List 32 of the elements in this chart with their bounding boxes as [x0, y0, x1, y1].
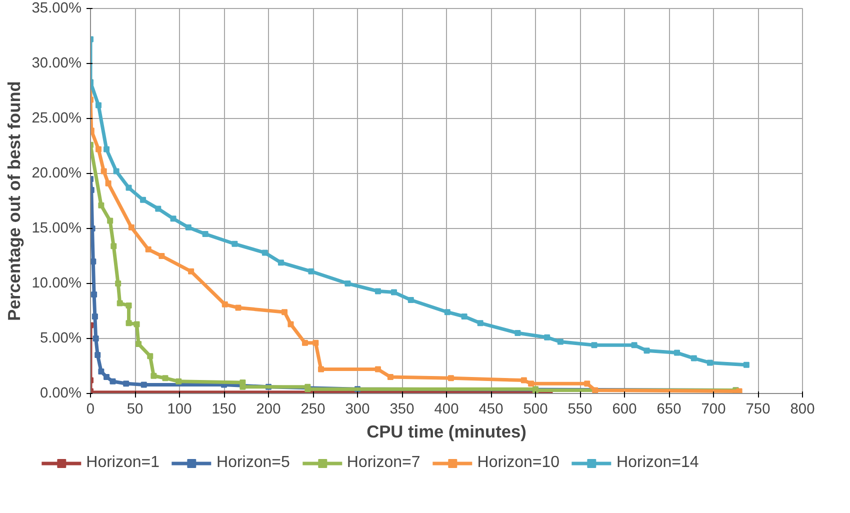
y-tick-label: 25.00% — [32, 110, 82, 126]
y-axis-title: Percentage out of best found — [4, 81, 24, 321]
x-tick-label: 350 — [390, 402, 414, 418]
y-tick-label: 15.00% — [32, 220, 82, 236]
x-tick-label: 250 — [300, 402, 326, 418]
y-tick-label: 20.00% — [32, 166, 82, 182]
x-tick-label: 550 — [568, 402, 592, 418]
x-tick-label: 50 — [126, 402, 144, 418]
x-tick-label: 100 — [167, 402, 192, 418]
x-tick-label: 650 — [656, 402, 682, 418]
x-tick-label: 700 — [701, 402, 726, 418]
y-tick-label: 30.00% — [32, 56, 82, 72]
legend-label: Horizon=7 — [346, 454, 420, 472]
x-tick-label: 150 — [212, 402, 236, 418]
legend-label: Horizon=10 — [477, 454, 560, 472]
legend-label: Horizon=14 — [616, 454, 699, 472]
x-tick-label: 200 — [256, 402, 281, 418]
y-tick-label: 0.00% — [40, 386, 82, 402]
x-tick-label: 0 — [86, 402, 95, 418]
x-axis-title: CPU time (minutes) — [366, 422, 526, 442]
x-tick-label: 300 — [345, 402, 370, 418]
x-tick-label: 600 — [612, 402, 637, 418]
legend-label: Horizon=5 — [216, 454, 290, 472]
legend-label: Horizon=1 — [86, 454, 160, 472]
y-tick-label: 10.00% — [32, 276, 82, 292]
y-tick-label: 5.00% — [40, 330, 82, 346]
x-tick-label: 800 — [790, 402, 815, 418]
x-tick-label: 450 — [478, 402, 504, 418]
x-tick-label: 500 — [523, 402, 548, 418]
x-tick-label: 400 — [434, 402, 459, 418]
y-tick-label: 35.00% — [32, 0, 82, 16]
x-tick-label: 750 — [746, 402, 770, 418]
